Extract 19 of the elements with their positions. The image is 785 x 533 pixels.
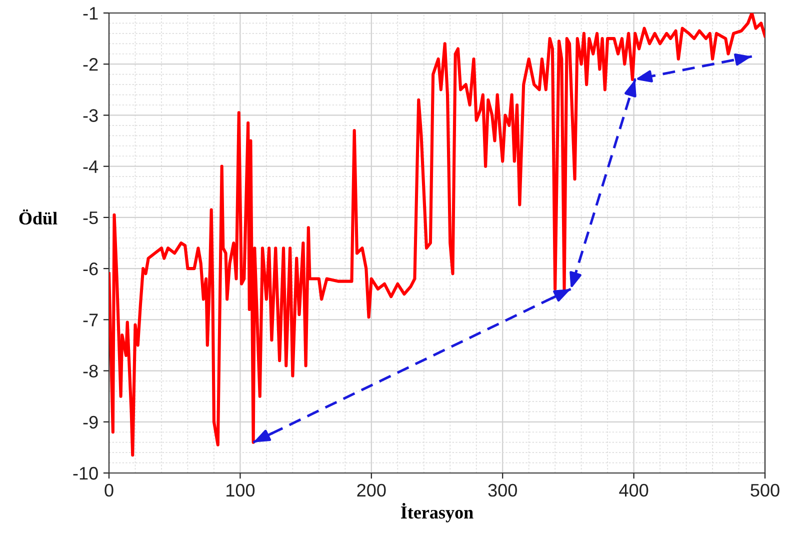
x-tick-label: 500: [750, 484, 780, 497]
x-tick-label: 400: [619, 484, 648, 497]
x-tick-label: 200: [357, 484, 386, 497]
line-series: [252, 55, 754, 444]
y-tick-label: -3: [83, 109, 98, 122]
y-axis-title: Ödül: [19, 209, 58, 225]
y-tick-label: -6: [83, 262, 98, 276]
x-tick-label: 0: [104, 484, 114, 497]
y-tick-label: -5: [83, 212, 98, 224]
y-tick-label: -8: [83, 364, 98, 378]
y-tick-label: -4: [83, 160, 98, 173]
y-tick-label: -10: [73, 466, 98, 480]
x-axis-title: İterasyon: [401, 503, 474, 522]
y-tick-label: -1: [83, 7, 98, 20]
y-tick-label: -9: [83, 416, 98, 429]
y-tick-label: -2: [83, 58, 98, 71]
x-tick-label: 300: [488, 484, 517, 497]
y-tick-label: -7: [83, 314, 98, 326]
x-tick-label: 100: [226, 484, 255, 497]
